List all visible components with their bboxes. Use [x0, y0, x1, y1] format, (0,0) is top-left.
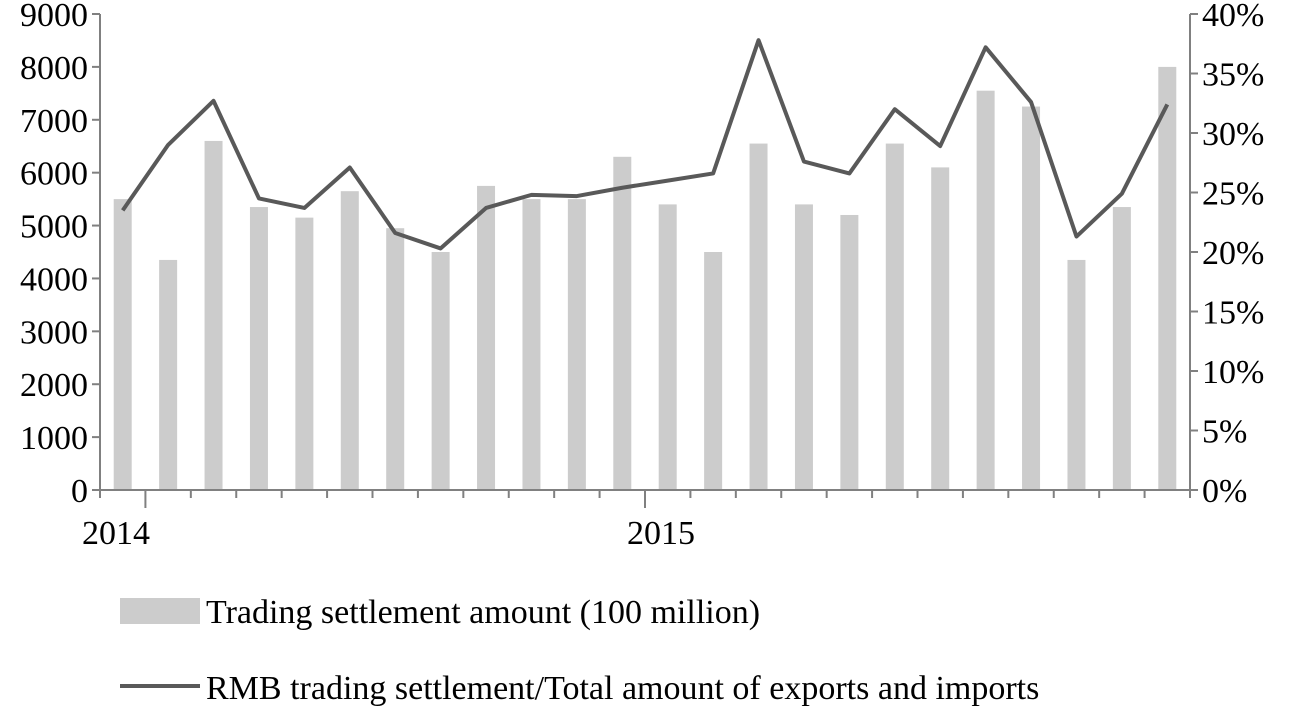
bar: [1067, 259, 1086, 490]
bar: [749, 143, 768, 491]
bar: [885, 143, 904, 491]
bar: [477, 185, 496, 490]
right-y-tick-label: 15%: [1202, 295, 1264, 332]
left-y-tick-label: 9000: [20, 0, 88, 34]
left-y-tick-label: 8000: [20, 50, 88, 87]
right-y-tick-label: 20%: [1202, 235, 1264, 272]
legend-line-label: RMB trading settlement/Total amount of e…: [206, 670, 1039, 707]
bar: [204, 140, 223, 490]
left-y-tick-label: 4000: [20, 261, 88, 298]
bar: [522, 199, 541, 490]
bar: [295, 217, 314, 490]
bar: [340, 191, 359, 490]
left-y-tick-label: 1000: [20, 420, 88, 457]
bar: [976, 90, 995, 490]
left-y-tick-label: 5000: [20, 209, 88, 246]
right-y-tick-label: 25%: [1202, 176, 1264, 213]
right-y-tick-label: 40%: [1202, 0, 1264, 34]
bar: [1158, 66, 1177, 490]
bar: [931, 167, 950, 490]
left-y-tick-label: 3000: [20, 314, 88, 351]
x-tick-label: 2015: [627, 515, 695, 552]
legend-bar-swatch: [120, 598, 200, 624]
bar: [704, 252, 723, 490]
bar: [159, 259, 178, 490]
right-y-tick-label: 35%: [1202, 57, 1264, 94]
bar: [658, 204, 677, 490]
right-y-tick-label: 30%: [1202, 116, 1264, 153]
bar-series: [113, 66, 1177, 491]
left-y-tick-label: 2000: [20, 367, 88, 404]
left-y-tick-label: 7000: [20, 103, 88, 140]
bar: [794, 204, 813, 490]
bar: [386, 228, 405, 490]
bar: [840, 214, 859, 490]
axis-ticks: 0 1000 2000 3000 4000 5000 6000 7000 8000 9000 0% 5…: [20, 0, 1264, 552]
right-y-tick-label: 5%: [1202, 414, 1247, 451]
right-y-tick-label: 0%: [1202, 473, 1247, 510]
bar: [1112, 207, 1131, 491]
left-y-tick-label: 6000: [20, 156, 88, 193]
line-series: [121, 38, 1170, 251]
bar: [113, 199, 132, 490]
bar: [1022, 106, 1041, 491]
bar: [249, 207, 268, 491]
x-tick-label: 2014: [82, 515, 150, 552]
bar: [567, 199, 586, 490]
left-y-tick-label: 0: [71, 473, 88, 510]
bar: [431, 252, 450, 490]
bar: [613, 156, 632, 491]
right-y-tick-label: 10%: [1202, 354, 1264, 391]
line-path: [121, 38, 1170, 251]
legend: Trading settlement amount (100 million) …: [120, 594, 1039, 707]
legend-bar-label: Trading settlement amount (100 million): [206, 594, 760, 631]
